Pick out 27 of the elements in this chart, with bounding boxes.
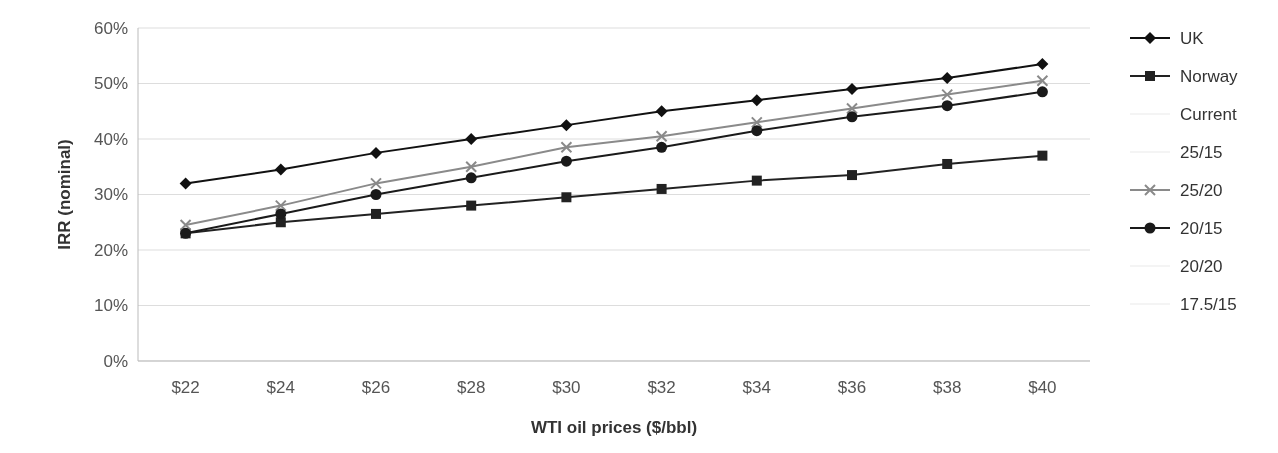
y-axis-title: IRR (nominal) bbox=[55, 139, 74, 250]
x-tick-label: $30 bbox=[552, 378, 581, 397]
x-tick-label: $26 bbox=[361, 378, 391, 397]
y-tick-label: 40% bbox=[93, 129, 128, 149]
legend-label: UK bbox=[1180, 28, 1205, 48]
y-tick-label: 10% bbox=[93, 296, 128, 316]
x-tick-label: $38 bbox=[933, 378, 962, 397]
legend-label: 20/20 bbox=[1180, 256, 1223, 276]
x-tick-label: $36 bbox=[837, 378, 867, 397]
y-tick-label: 20% bbox=[93, 240, 128, 260]
y-tick-label: 60% bbox=[93, 18, 128, 38]
x-tick-label: $22 bbox=[171, 378, 200, 397]
x-tick-label: $40 bbox=[1028, 378, 1057, 397]
legend-label: 25/15 bbox=[1180, 142, 1223, 162]
x-tick-label: $32 bbox=[647, 378, 676, 397]
x-tick-label: $34 bbox=[742, 378, 771, 397]
x-tick-label: $28 bbox=[457, 378, 486, 397]
legend-label: Norway bbox=[1180, 66, 1239, 86]
legend-label: 17.5/15 bbox=[1180, 294, 1237, 314]
legend-label: 25/20 bbox=[1180, 180, 1223, 200]
y-tick-label: 0% bbox=[103, 351, 128, 371]
legend-label: 20/15 bbox=[1180, 218, 1223, 238]
y-tick-label: 30% bbox=[93, 185, 128, 205]
legend-label: Current bbox=[1180, 104, 1237, 124]
x-tick-label: $24 bbox=[266, 378, 295, 397]
y-tick-label: 50% bbox=[93, 74, 128, 94]
x-axis-title: WTI oil prices ($/bbl) bbox=[530, 418, 698, 437]
